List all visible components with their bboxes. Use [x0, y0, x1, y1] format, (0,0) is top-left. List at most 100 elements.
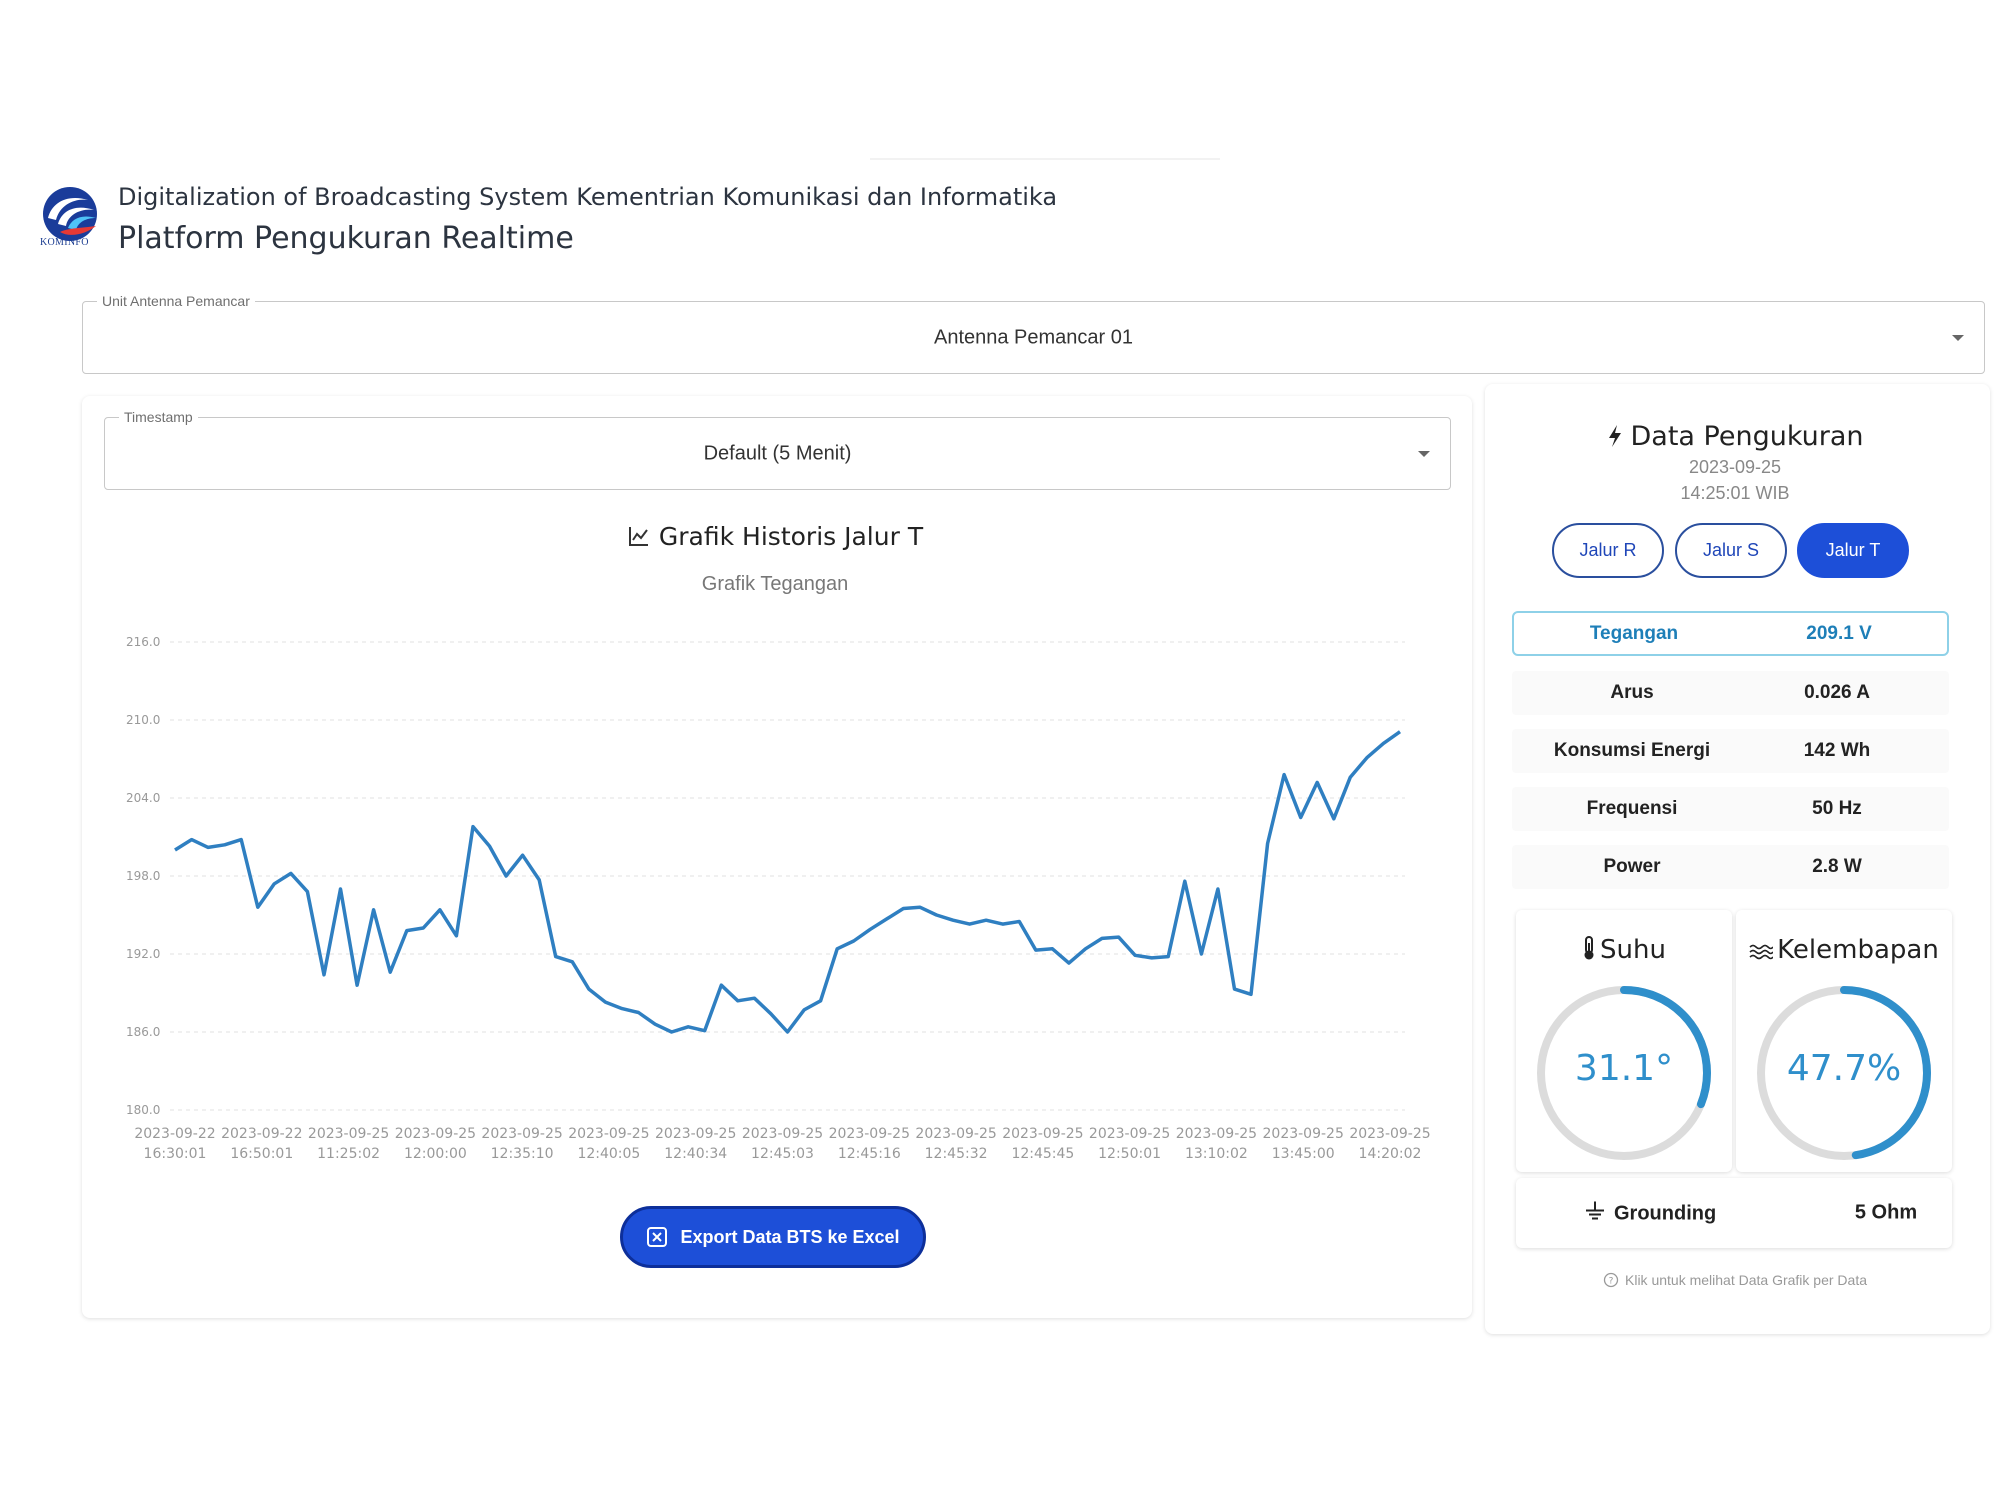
- row-arus[interactable]: Arus 0.026 A: [1512, 671, 1949, 715]
- x-tick-time: 16:50:01: [230, 1146, 293, 1162]
- hint-label: Klik untuk melihat Data Grafik per Data: [1625, 1272, 1867, 1288]
- x-tick-time: 12:40:05: [577, 1146, 640, 1162]
- x-tick-time: 12:45:16: [838, 1146, 901, 1162]
- x-tick-time: 14:20:02: [1359, 1146, 1422, 1162]
- y-tick-label: 198.0: [126, 869, 160, 883]
- row-value: 0.026 A: [1804, 682, 1870, 703]
- timestamp-label: Timestamp: [119, 409, 198, 425]
- x-tick-date: 2023-09-22: [221, 1126, 302, 1142]
- chart-title: Grafik Historis Jalur T: [80, 522, 1470, 551]
- export-excel-button[interactable]: Export Data BTS ke Excel: [620, 1206, 926, 1268]
- x-tick-time: 12:40:34: [664, 1146, 727, 1162]
- x-tick-date: 2023-09-25: [481, 1126, 562, 1142]
- logo-text: KOMINFO: [40, 237, 89, 248]
- suhu-gauge: [1537, 986, 1711, 1160]
- row-value: 50 Hz: [1812, 798, 1862, 819]
- grounding-label-wrap: Grounding: [1584, 1201, 1716, 1226]
- grounding-card[interactable]: Grounding 5 Ohm: [1516, 1178, 1952, 1248]
- x-tick-date: 2023-09-25: [568, 1126, 649, 1142]
- x-tick-date: 2023-09-22: [134, 1126, 215, 1142]
- kelembapan-gauge: [1757, 986, 1931, 1160]
- x-tick-time: 12:45:03: [751, 1146, 814, 1162]
- y-tick-label: 186.0: [126, 1025, 160, 1039]
- row-value: 209.1 V: [1806, 622, 1872, 644]
- export-button-label: Export Data BTS ke Excel: [680, 1226, 900, 1247]
- gauge-arc: [1757, 986, 1931, 1160]
- row-konsumsi-energi[interactable]: Konsumsi Energi 142 Wh: [1512, 729, 1949, 773]
- x-tick-date: 2023-09-25: [1176, 1126, 1257, 1142]
- row-value: 2.8 W: [1812, 856, 1862, 877]
- suhu-gauge-card[interactable]: Suhu 31.1°: [1516, 910, 1732, 1172]
- y-tick-label: 216.0: [126, 635, 160, 649]
- suhu-title: Suhu: [1516, 935, 1732, 965]
- x-tick-date: 2023-09-25: [1089, 1126, 1170, 1142]
- x-tick-date: 2023-09-25: [829, 1126, 910, 1142]
- y-tick-label: 204.0: [126, 791, 160, 805]
- x-tick-date: 2023-09-25: [655, 1126, 736, 1142]
- line-chart-icon: [628, 527, 648, 546]
- x-tick-time: 16:30:01: [144, 1146, 207, 1162]
- x-tick-time: 12:45:45: [1011, 1146, 1074, 1162]
- x-tick-date: 2023-09-25: [1349, 1126, 1430, 1142]
- measurement-date: 2023-09-25: [1688, 457, 1782, 477]
- page-title: Platform Pengukuran Realtime: [118, 221, 574, 256]
- kelembapan-value: 47.7%: [1786, 1048, 1902, 1089]
- x-tick-date: 2023-09-25: [742, 1126, 823, 1142]
- grounding-icon: [1586, 1201, 1604, 1220]
- x-tick-date: 2023-09-25: [395, 1126, 476, 1142]
- x-tick-date: 2023-09-25: [308, 1126, 389, 1142]
- x-tick-time: 11:25:02: [317, 1146, 380, 1162]
- suhu-value: 31.1°: [1574, 1048, 1674, 1089]
- series-line-tegangan[interactable]: [174, 730, 1402, 1034]
- suhu-label: Suhu: [1600, 935, 1666, 965]
- x-tick-date: 2023-09-25: [1263, 1126, 1344, 1142]
- chart-subtitle: Grafik Tegangan: [701, 573, 849, 595]
- x-tick-date: 2023-09-25: [1002, 1126, 1083, 1142]
- tab-jalur-s[interactable]: Jalur S: [1675, 523, 1787, 578]
- top-divider: [870, 158, 1220, 160]
- row-label: Power: [1603, 856, 1661, 877]
- chevron-down-icon: [1418, 450, 1430, 457]
- grounding-value: 5 Ohm: [1854, 1201, 1918, 1224]
- lightning-icon: [1609, 425, 1622, 447]
- y-tick-label: 210.0: [126, 713, 160, 727]
- kominfo-logo-icon: [43, 187, 97, 241]
- x-tick-time: 13:45:00: [1272, 1146, 1335, 1162]
- x-tick-date: 2023-09-25: [915, 1126, 996, 1142]
- grounding-label: Grounding: [1614, 1202, 1717, 1225]
- excel-file-icon: [647, 1227, 668, 1247]
- chart-grid: [170, 641, 1405, 1111]
- timestamp-select[interactable]: Timestamp Default (5 Menit): [104, 409, 1451, 490]
- measurement-title: Data Pengukuran: [1480, 421, 1990, 452]
- row-tegangan[interactable]: Tegangan 209.1 V: [1512, 611, 1949, 656]
- chart-card: [82, 396, 1472, 1318]
- x-tick-time: 12:00:00: [404, 1146, 467, 1162]
- chevron-down-icon: [1952, 334, 1964, 341]
- svg-text:?: ?: [1609, 1277, 1614, 1287]
- chart-title-text: Grafik Historis Jalur T: [658, 522, 924, 551]
- tab-jalur-t[interactable]: Jalur T: [1797, 523, 1909, 578]
- kelembapan-gauge-card[interactable]: Kelembapan 47.7%: [1736, 910, 1952, 1172]
- y-tick-label: 192.0: [126, 947, 160, 961]
- unit-antenna-select[interactable]: Unit Antenna Pemancar Antenna Pemancar 0…: [82, 293, 1985, 374]
- row-frequensi[interactable]: Frequensi 50 Hz: [1512, 787, 1949, 831]
- unit-antenna-value: Antenna Pemancar 01: [933, 326, 1134, 348]
- kelembapan-label: Kelembapan: [1777, 935, 1939, 965]
- help-circle-icon: ?: [1603, 1272, 1619, 1288]
- x-tick-time: 13:10:02: [1185, 1146, 1248, 1162]
- row-label: Arus: [1610, 682, 1654, 703]
- tab-jalur-r[interactable]: Jalur R: [1552, 523, 1664, 578]
- row-label: Tegangan: [1589, 622, 1679, 644]
- y-tick-label: 180.0: [126, 1103, 160, 1117]
- gauge-arc: [1537, 986, 1711, 1160]
- hint-text: ? Klik untuk melihat Data Grafik per Data: [1480, 1272, 1990, 1288]
- x-axis-ticks: 2023-09-22 16:30:01 2023-09-22 16:50:01 2023…: [134, 1126, 1430, 1162]
- row-label: Konsumsi Energi: [1553, 740, 1711, 761]
- voltage-line-chart: 216.0 210.0 204.0 198.0 192.0 186.0 180.0 2023…: [126, 635, 1431, 1162]
- row-value: 142 Wh: [1803, 740, 1871, 761]
- measurement-time: 14:25:01 WIB: [1680, 483, 1790, 503]
- row-power[interactable]: Power 2.8 W: [1512, 845, 1949, 889]
- x-tick-time: 12:35:10: [491, 1146, 554, 1162]
- humidity-waves-icon: [1749, 944, 1774, 960]
- measurement-title-text: Data Pengukuran: [1630, 421, 1864, 452]
